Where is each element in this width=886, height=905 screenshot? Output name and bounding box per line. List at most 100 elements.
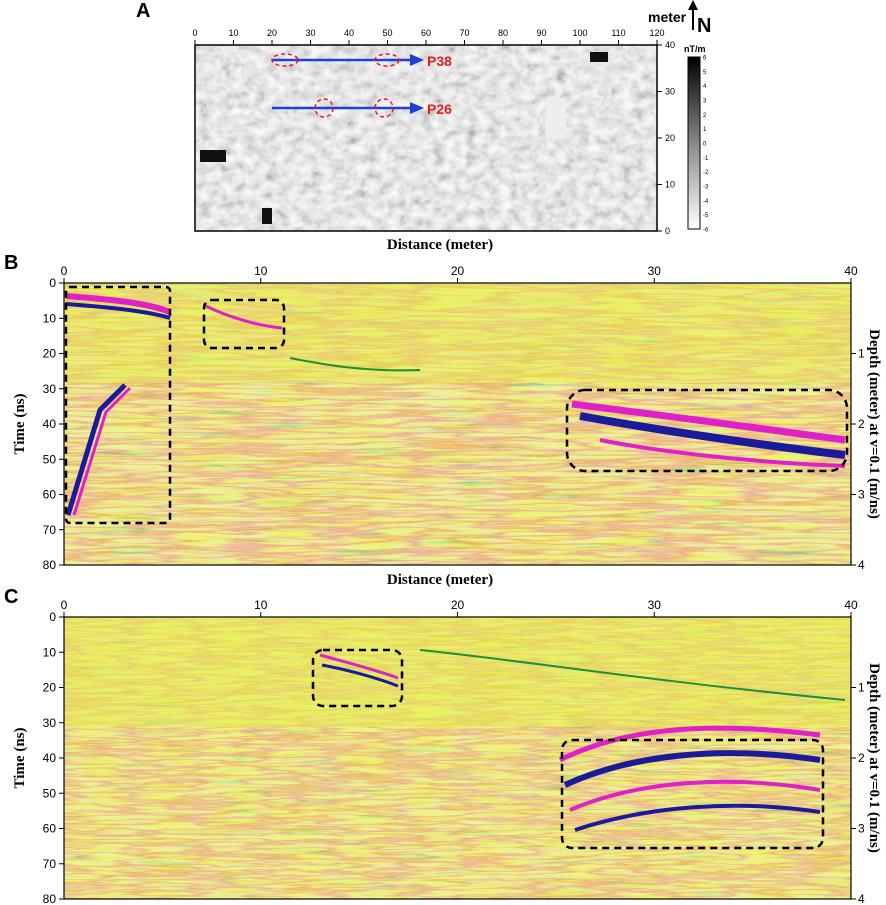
profile-p26 — [272, 98, 424, 118]
profile-label-p38: P38 — [427, 53, 452, 69]
colorbar-tick: 2 — [703, 113, 707, 119]
north-label: N — [697, 15, 711, 37]
panel_c-time-tick: 0 — [49, 610, 56, 624]
radargram-c-axes: 0 10 20 30 40 0 10 20 30 40 50 60 70 80 1 2 3 4 — [43, 598, 865, 905]
panel-a-letter: A — [136, 0, 151, 22]
panel_c-time-tick: 70 — [43, 857, 57, 871]
map-x-tick: 60 — [421, 28, 431, 38]
panel_b-x-tick: 20 — [451, 264, 465, 278]
map-y-tick: 10 — [665, 180, 675, 190]
colorbar-unit: nT/m — [684, 44, 706, 54]
map-x-tick: 50 — [382, 28, 392, 38]
panel-b-letter: B — [4, 252, 19, 274]
panel_b-depth-tick: 2 — [858, 417, 865, 431]
colorbar-tick: -2 — [703, 170, 709, 176]
radargram-b-xlabel: Distance (meter) — [387, 237, 493, 253]
radargram-c-ylabel: Time (ns) — [12, 728, 28, 789]
colorbar — [687, 56, 701, 230]
panel_b-x-tick: 10 — [254, 264, 268, 278]
map-y-tick: 30 — [665, 87, 675, 97]
panel_b-time-tick: 70 — [43, 523, 57, 537]
north-arrow-head — [688, 0, 698, 10]
magnetic-map — [195, 45, 657, 231]
colorbar-tick: -5 — [703, 213, 709, 219]
map-right-axis: 40 30 20 10 0 — [657, 40, 675, 236]
panel_b-time-tick: 50 — [43, 452, 57, 466]
panel_c-x-tick: 0 — [61, 598, 68, 612]
panel_c-x-tick: 40 — [844, 598, 858, 612]
colorbar-ticks: 6 5 4 3 2 1 0 -1 -2 -3 -4 -5 -6 — [703, 56, 709, 234]
map-x-tick: 100 — [572, 28, 587, 38]
panel_b-time-tick: 40 — [43, 417, 57, 431]
panel_b-time-tick: 80 — [43, 558, 57, 572]
colorbar-tick: 3 — [703, 99, 707, 105]
panel_b-time-tick: 60 — [43, 488, 57, 502]
profile-label-p26: P26 — [427, 101, 452, 117]
map-anomaly-patch — [590, 52, 608, 62]
map-x-tick: 110 — [611, 28, 625, 38]
colorbar-tick: 0 — [703, 142, 707, 148]
map-anomaly-patch — [546, 98, 566, 138]
map-x-tick: 40 — [344, 28, 354, 38]
anomaly-box — [560, 738, 825, 850]
panel_b-x-tick: 0 — [61, 264, 68, 278]
anomaly-box — [565, 388, 849, 473]
panel_c-time-tick: 40 — [43, 751, 57, 765]
anomaly-circle — [374, 53, 400, 67]
panel_b-depth-tick: 3 — [858, 488, 865, 502]
panel_c-x-tick: 30 — [648, 598, 662, 612]
map-axis-unit: meter — [648, 9, 687, 25]
panel_b-time-tick: 20 — [43, 347, 57, 361]
colorbar-tick: 4 — [703, 84, 707, 90]
panel_c-time-tick: 10 — [43, 645, 57, 659]
anomaly-circle — [271, 53, 299, 67]
anomaly-box — [202, 298, 286, 350]
colorbar-tick: -6 — [703, 228, 709, 234]
map-frame — [194, 44, 658, 232]
panel_c-time-tick: 50 — [43, 786, 57, 800]
map-anomaly-patch — [262, 208, 272, 224]
panel_c-time-tick: 80 — [43, 892, 57, 905]
panel_c-x-tick: 20 — [451, 598, 465, 612]
map-y-tick: 20 — [665, 133, 675, 143]
map-x-tick: 90 — [536, 28, 546, 38]
panel_b-time-tick: 10 — [43, 311, 57, 325]
map-x-tick: 0 — [192, 28, 197, 38]
panel_b-time-tick: 0 — [49, 276, 56, 290]
map-top-axis: 0 10 20 30 40 50 60 70 80 90 100 110 120 — [192, 28, 665, 45]
anomaly-box — [311, 648, 404, 708]
map-anomaly-patch — [200, 150, 226, 162]
radargram-c-y2label: Depth (meter) at v=0.1 (m/ns) — [866, 663, 882, 853]
colorbar-tick: -4 — [703, 199, 709, 205]
map-y-tick: 40 — [665, 40, 675, 50]
map-x-tick: 120 — [649, 28, 664, 38]
radargram-b-axes: 0 10 20 30 40 0 10 20 30 40 50 60 70 80 1 2 3 4 — [43, 264, 865, 572]
map-y-tick: 0 — [665, 226, 670, 236]
panel-c-letter: C — [4, 586, 19, 608]
colorbar-tick: -1 — [703, 156, 709, 162]
map-x-tick: 20 — [267, 28, 277, 38]
panel_b-x-tick: 40 — [844, 264, 858, 278]
panel_b-depth-tick: 1 — [858, 347, 865, 361]
panel_c-depth-tick: 1 — [858, 681, 865, 695]
map-x-tick: 10 — [228, 28, 238, 38]
panel_b-time-tick: 30 — [43, 382, 57, 396]
panel_c-x-tick: 10 — [254, 598, 268, 612]
anomaly-circle — [374, 98, 394, 118]
panel_c-time-tick: 60 — [43, 822, 57, 836]
radargram-b — [63, 282, 852, 566]
panel_b-depth-tick: 4 — [858, 558, 865, 572]
panel_c-time-tick: 20 — [43, 681, 57, 695]
map-x-tick: 30 — [305, 28, 315, 38]
anomaly-circle — [314, 98, 334, 118]
radargram-b-ylabel: Time (ns) — [12, 394, 28, 455]
colorbar-tick: 5 — [703, 70, 707, 76]
radargram-c — [63, 616, 852, 900]
profile-p38 — [271, 53, 424, 67]
colorbar-tick: -3 — [703, 185, 709, 191]
colorbar-tick: 1 — [703, 127, 707, 133]
panel_c-time-tick: 30 — [43, 716, 57, 730]
map-x-tick: 80 — [498, 28, 508, 38]
